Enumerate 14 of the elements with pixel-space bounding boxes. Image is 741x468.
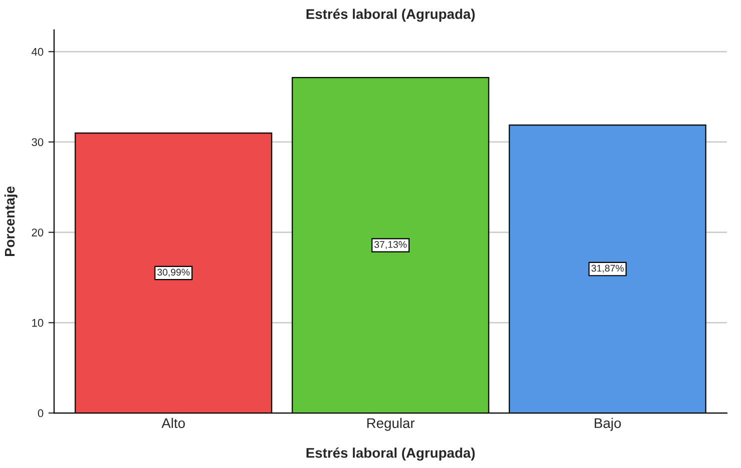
y-tick-label: 30 bbox=[32, 138, 44, 146]
y-tick-label: 0 bbox=[38, 409, 44, 418]
y-axis-title: Porcentaje bbox=[4, 186, 18, 256]
x-tick-label: Bajo bbox=[594, 418, 621, 431]
x-tick-label: Regular bbox=[367, 418, 415, 431]
data-label: 37,13% bbox=[374, 241, 407, 250]
data-label: 31,87% bbox=[591, 264, 624, 273]
data-label: 30,99% bbox=[157, 268, 190, 277]
x-tick-label: Alto bbox=[162, 418, 185, 428]
y-tick-label: 40 bbox=[32, 48, 44, 56]
chart-title: Estrés laboral (Agrupada) bbox=[306, 8, 475, 22]
x-axis-title: Estrés laboral (Agrupada) bbox=[306, 447, 475, 461]
y-tick-label: 10 bbox=[32, 318, 44, 327]
y-tick-label: 20 bbox=[32, 228, 44, 236]
